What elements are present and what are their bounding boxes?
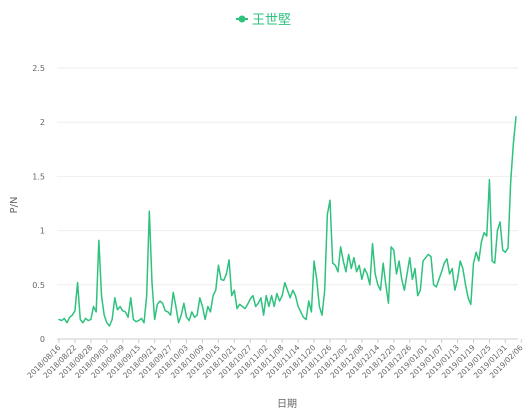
x-axis <box>57 338 522 343</box>
grid-lines <box>57 67 518 340</box>
legend-dot-marker <box>238 15 246 23</box>
legend-label: 王世堅 <box>252 13 291 28</box>
y-tick-label: 1 <box>40 227 45 236</box>
series-line-wang-shih-chien[interactable] <box>58 116 517 327</box>
y-tick-label: 0.5 <box>32 281 45 290</box>
x-axis-tick-labels: 2018/08/162018/08/222018/08/282018/09/03… <box>25 343 524 380</box>
series-group <box>58 116 517 327</box>
y-tick-label: 1.5 <box>32 172 45 181</box>
y-tick-label: 2 <box>40 118 45 127</box>
x-axis-label: 日期 <box>277 398 297 410</box>
legend[interactable]: 王世堅 <box>236 13 291 28</box>
y-tick-label: 2.5 <box>32 64 45 73</box>
y-axis-label: P/N <box>9 197 20 214</box>
y-axis-ticks: 0 0.5 1 1.5 2 2.5 <box>32 64 45 344</box>
y-tick-label: 0 <box>40 335 45 344</box>
